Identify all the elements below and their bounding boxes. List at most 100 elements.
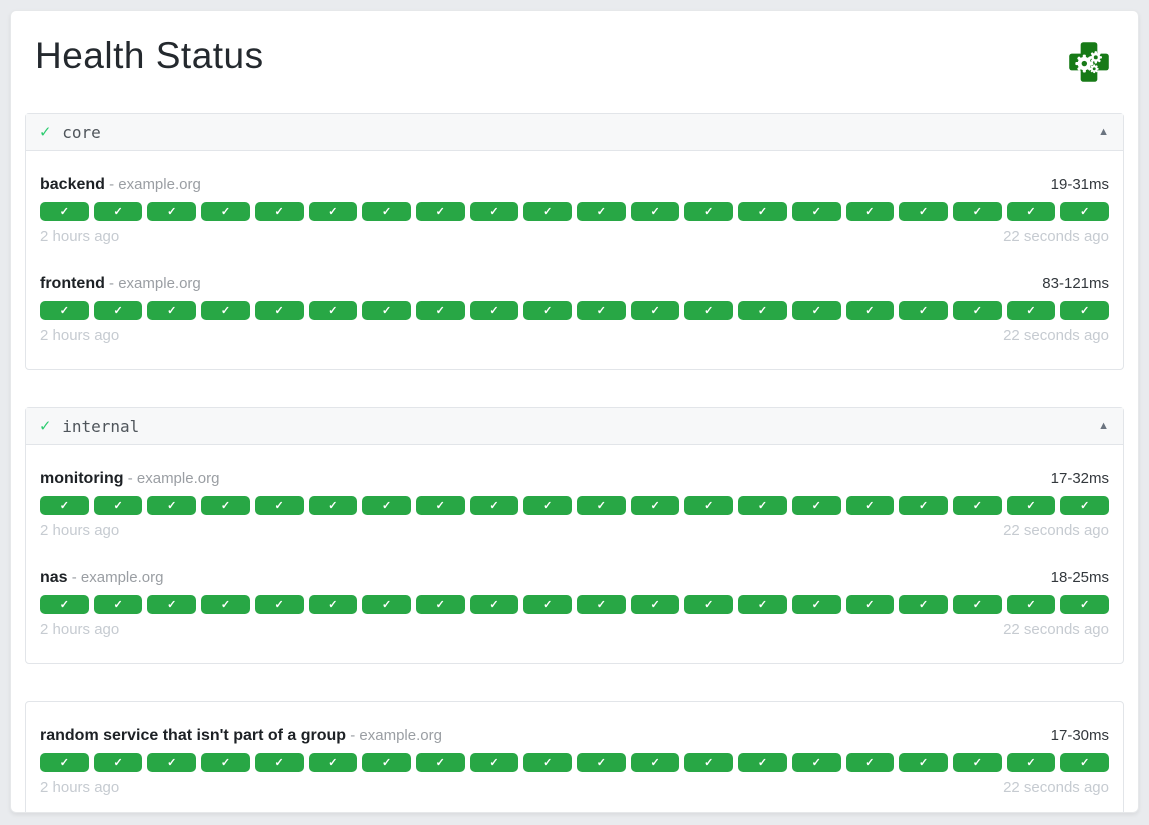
health-check-segment[interactable]: ✓ xyxy=(147,202,197,221)
health-check-segment[interactable]: ✓ xyxy=(469,753,519,772)
health-check-segment[interactable]: ✓ xyxy=(738,753,787,772)
health-check-segment[interactable]: ✓ xyxy=(93,595,143,614)
health-check-segment[interactable]: ✓ xyxy=(738,301,787,320)
health-check-segment[interactable]: ✓ xyxy=(415,753,465,772)
health-check-segment[interactable]: ✓ xyxy=(415,595,465,614)
health-check-segment[interactable]: ✓ xyxy=(201,496,250,515)
health-check-segment[interactable]: ✓ xyxy=(630,753,680,772)
health-check-segment[interactable]: ✓ xyxy=(845,202,895,221)
health-check-segment[interactable]: ✓ xyxy=(415,202,465,221)
health-check-segment[interactable]: ✓ xyxy=(899,301,948,320)
health-check-segment[interactable]: ✓ xyxy=(899,753,948,772)
health-check-segment[interactable]: ✓ xyxy=(630,595,680,614)
health-check-segment[interactable]: ✓ xyxy=(1006,753,1056,772)
health-check-segment[interactable]: ✓ xyxy=(684,496,734,515)
health-check-segment[interactable]: ✓ xyxy=(899,202,948,221)
health-check-segment[interactable]: ✓ xyxy=(1060,301,1110,320)
health-check-segment[interactable]: ✓ xyxy=(523,496,573,515)
health-check-segment[interactable]: ✓ xyxy=(523,202,573,221)
health-check-segment[interactable]: ✓ xyxy=(684,753,734,772)
health-check-segment[interactable]: ✓ xyxy=(415,496,465,515)
health-check-segment[interactable]: ✓ xyxy=(791,595,841,614)
health-check-segment[interactable]: ✓ xyxy=(1060,496,1110,515)
health-check-segment[interactable]: ✓ xyxy=(1060,202,1110,221)
health-check-segment[interactable]: ✓ xyxy=(577,496,626,515)
health-check-segment[interactable]: ✓ xyxy=(738,595,787,614)
health-check-segment[interactable]: ✓ xyxy=(308,496,358,515)
health-check-segment[interactable]: ✓ xyxy=(308,301,358,320)
health-check-segment[interactable]: ✓ xyxy=(1060,753,1110,772)
health-check-segment[interactable]: ✓ xyxy=(845,301,895,320)
health-check-segment[interactable]: ✓ xyxy=(791,496,841,515)
health-check-segment[interactable]: ✓ xyxy=(791,301,841,320)
health-check-segment[interactable]: ✓ xyxy=(147,753,197,772)
health-check-segment[interactable]: ✓ xyxy=(738,496,787,515)
health-check-segment[interactable]: ✓ xyxy=(684,595,734,614)
endpoint-name[interactable]: backend xyxy=(40,176,105,193)
health-check-segment[interactable]: ✓ xyxy=(845,496,895,515)
health-check-segment[interactable]: ✓ xyxy=(40,496,89,515)
health-check-segment[interactable]: ✓ xyxy=(1006,496,1056,515)
health-check-segment[interactable]: ✓ xyxy=(952,595,1002,614)
health-check-segment[interactable]: ✓ xyxy=(577,753,626,772)
health-check-segment[interactable]: ✓ xyxy=(93,301,143,320)
health-check-segment[interactable]: ✓ xyxy=(684,301,734,320)
health-check-segment[interactable]: ✓ xyxy=(254,301,304,320)
health-check-segment[interactable]: ✓ xyxy=(254,753,304,772)
collapse-triangle-icon[interactable]: ▲ xyxy=(1098,420,1109,432)
endpoint-name[interactable]: monitoring xyxy=(40,470,124,487)
health-check-segment[interactable]: ✓ xyxy=(630,202,680,221)
health-check-segment[interactable]: ✓ xyxy=(201,753,250,772)
health-check-segment[interactable]: ✓ xyxy=(40,753,89,772)
health-check-segment[interactable]: ✓ xyxy=(147,496,197,515)
health-check-segment[interactable]: ✓ xyxy=(791,202,841,221)
health-check-segment[interactable]: ✓ xyxy=(469,301,519,320)
health-check-segment[interactable]: ✓ xyxy=(362,301,411,320)
health-check-segment[interactable]: ✓ xyxy=(415,301,465,320)
health-check-segment[interactable]: ✓ xyxy=(1006,301,1056,320)
health-check-segment[interactable]: ✓ xyxy=(952,753,1002,772)
group-header[interactable]: ✓ internal ▲ xyxy=(26,408,1123,445)
health-check-segment[interactable]: ✓ xyxy=(630,496,680,515)
endpoint-name[interactable]: frontend xyxy=(40,275,105,292)
health-check-segment[interactable]: ✓ xyxy=(952,202,1002,221)
health-check-segment[interactable]: ✓ xyxy=(308,202,358,221)
collapse-triangle-icon[interactable]: ▲ xyxy=(1098,126,1109,138)
endpoint-name[interactable]: random service that isn't part of a grou… xyxy=(40,727,347,744)
health-check-segment[interactable]: ✓ xyxy=(40,301,89,320)
health-check-segment[interactable]: ✓ xyxy=(254,496,304,515)
health-check-segment[interactable]: ✓ xyxy=(1006,595,1056,614)
health-check-segment[interactable]: ✓ xyxy=(40,595,89,614)
health-check-segment[interactable]: ✓ xyxy=(93,496,143,515)
health-check-segment[interactable]: ✓ xyxy=(952,496,1002,515)
health-check-segment[interactable]: ✓ xyxy=(952,301,1002,320)
health-check-segment[interactable]: ✓ xyxy=(1060,595,1110,614)
health-check-segment[interactable]: ✓ xyxy=(469,595,519,614)
health-check-segment[interactable]: ✓ xyxy=(1006,202,1056,221)
health-check-segment[interactable]: ✓ xyxy=(523,753,573,772)
health-check-segment[interactable]: ✓ xyxy=(899,595,948,614)
health-check-segment[interactable]: ✓ xyxy=(684,202,734,221)
health-check-segment[interactable]: ✓ xyxy=(845,753,895,772)
group-header[interactable]: ✓ core ▲ xyxy=(26,114,1123,151)
health-check-segment[interactable]: ✓ xyxy=(362,202,411,221)
health-check-segment[interactable]: ✓ xyxy=(147,595,197,614)
health-check-segment[interactable]: ✓ xyxy=(738,202,787,221)
health-check-segment[interactable]: ✓ xyxy=(577,595,626,614)
health-check-segment[interactable]: ✓ xyxy=(469,202,519,221)
health-check-segment[interactable]: ✓ xyxy=(791,753,841,772)
health-check-segment[interactable]: ✓ xyxy=(40,202,89,221)
health-check-segment[interactable]: ✓ xyxy=(201,301,250,320)
health-check-segment[interactable]: ✓ xyxy=(147,301,197,320)
health-check-segment[interactable]: ✓ xyxy=(93,753,143,772)
health-check-segment[interactable]: ✓ xyxy=(469,496,519,515)
health-check-segment[interactable]: ✓ xyxy=(845,595,895,614)
health-check-segment[interactable]: ✓ xyxy=(899,496,948,515)
health-check-segment[interactable]: ✓ xyxy=(93,202,143,221)
health-check-segment[interactable]: ✓ xyxy=(577,202,626,221)
endpoint-name[interactable]: nas xyxy=(40,569,68,586)
health-check-segment[interactable]: ✓ xyxy=(308,753,358,772)
health-check-segment[interactable]: ✓ xyxy=(362,595,411,614)
health-check-segment[interactable]: ✓ xyxy=(577,301,626,320)
health-check-segment[interactable]: ✓ xyxy=(630,301,680,320)
